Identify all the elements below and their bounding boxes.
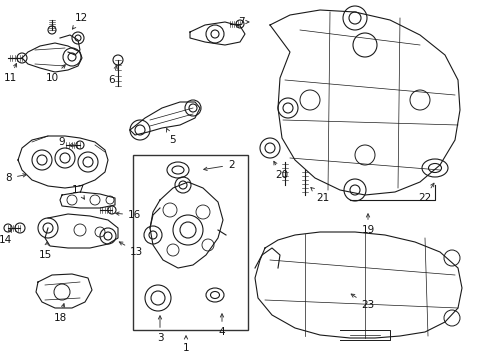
Text: 20: 20 <box>273 161 287 180</box>
Text: 7: 7 <box>238 17 248 27</box>
Text: 17: 17 <box>72 185 85 199</box>
Text: 15: 15 <box>38 242 52 260</box>
Text: 14: 14 <box>0 229 12 245</box>
Text: 9: 9 <box>58 137 74 147</box>
Text: 4: 4 <box>218 314 225 337</box>
Text: 6: 6 <box>108 66 117 85</box>
Text: 10: 10 <box>45 65 65 83</box>
Text: 16: 16 <box>116 210 141 220</box>
Text: 1: 1 <box>183 336 189 353</box>
Text: 19: 19 <box>361 214 374 235</box>
Text: 2: 2 <box>203 160 234 171</box>
Text: 5: 5 <box>166 129 175 145</box>
Text: 8: 8 <box>5 173 26 183</box>
Text: 13: 13 <box>119 242 143 257</box>
Text: 3: 3 <box>156 316 163 343</box>
Text: 12: 12 <box>72 13 88 29</box>
Bar <box>133 155 247 330</box>
Text: 11: 11 <box>3 63 17 83</box>
Text: 23: 23 <box>350 294 374 310</box>
Text: 21: 21 <box>310 188 328 203</box>
Text: 22: 22 <box>417 183 433 203</box>
Text: 18: 18 <box>53 303 66 323</box>
